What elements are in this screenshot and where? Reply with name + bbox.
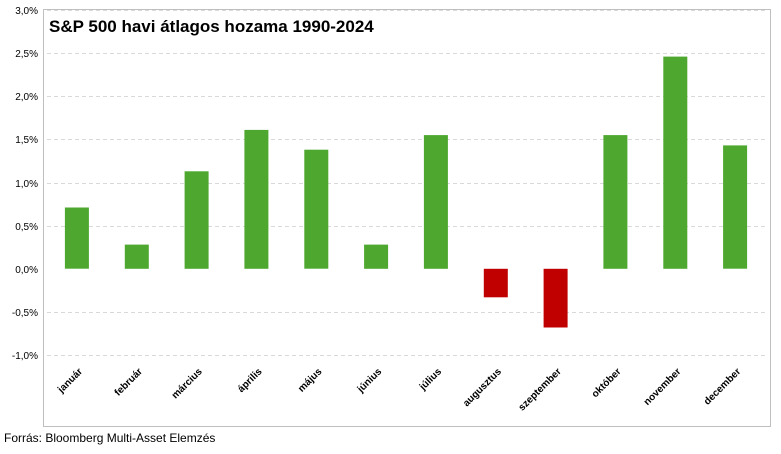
bar-11: [663, 56, 688, 269]
y-tick-label: 2,5%: [15, 49, 38, 60]
bar-1: [64, 207, 89, 269]
x-tick-label: november: [642, 366, 684, 408]
x-tick-label: május: [296, 366, 325, 395]
bar-3: [184, 171, 209, 269]
bar-6: [364, 244, 389, 269]
bar-7: [423, 135, 448, 269]
y-tick-label: -1,0%: [12, 351, 38, 362]
y-tick-label: 2,0%: [15, 92, 38, 103]
x-tick-label: március: [170, 366, 205, 401]
y-tick-label: -0,5%: [12, 308, 38, 319]
y-tick-label: 3,0%: [15, 6, 38, 17]
bar-2: [124, 244, 149, 269]
x-tick-label: december: [702, 366, 743, 407]
bar-5: [304, 149, 329, 269]
x-tick-label: október: [590, 366, 624, 400]
bar-12: [723, 145, 748, 269]
bar-4: [244, 129, 269, 269]
x-tick-label: április: [236, 366, 265, 395]
y-tick-label: 1,0%: [15, 179, 38, 190]
bar-9: [543, 268, 568, 328]
bar-10: [603, 135, 628, 269]
x-tick-label: június: [355, 366, 385, 396]
chart-frame: [43, 9, 771, 427]
x-tick-label: szeptember: [517, 366, 564, 413]
source-note: Forrás: Bloomberg Multi-Asset Elemzés: [4, 431, 216, 445]
x-tick-label: február: [113, 366, 145, 398]
y-tick-label: 0,0%: [15, 265, 38, 276]
y-tick-label: 1,5%: [15, 135, 38, 146]
y-tick-label: 0,5%: [15, 222, 38, 233]
x-tick-label: július: [417, 366, 444, 393]
x-tick-label: augusztus: [461, 366, 504, 409]
x-tick-label: január: [55, 366, 85, 396]
bar-8: [483, 268, 508, 298]
chart-title: S&P 500 havi átlagos hozama 1990-2024: [49, 17, 374, 36]
